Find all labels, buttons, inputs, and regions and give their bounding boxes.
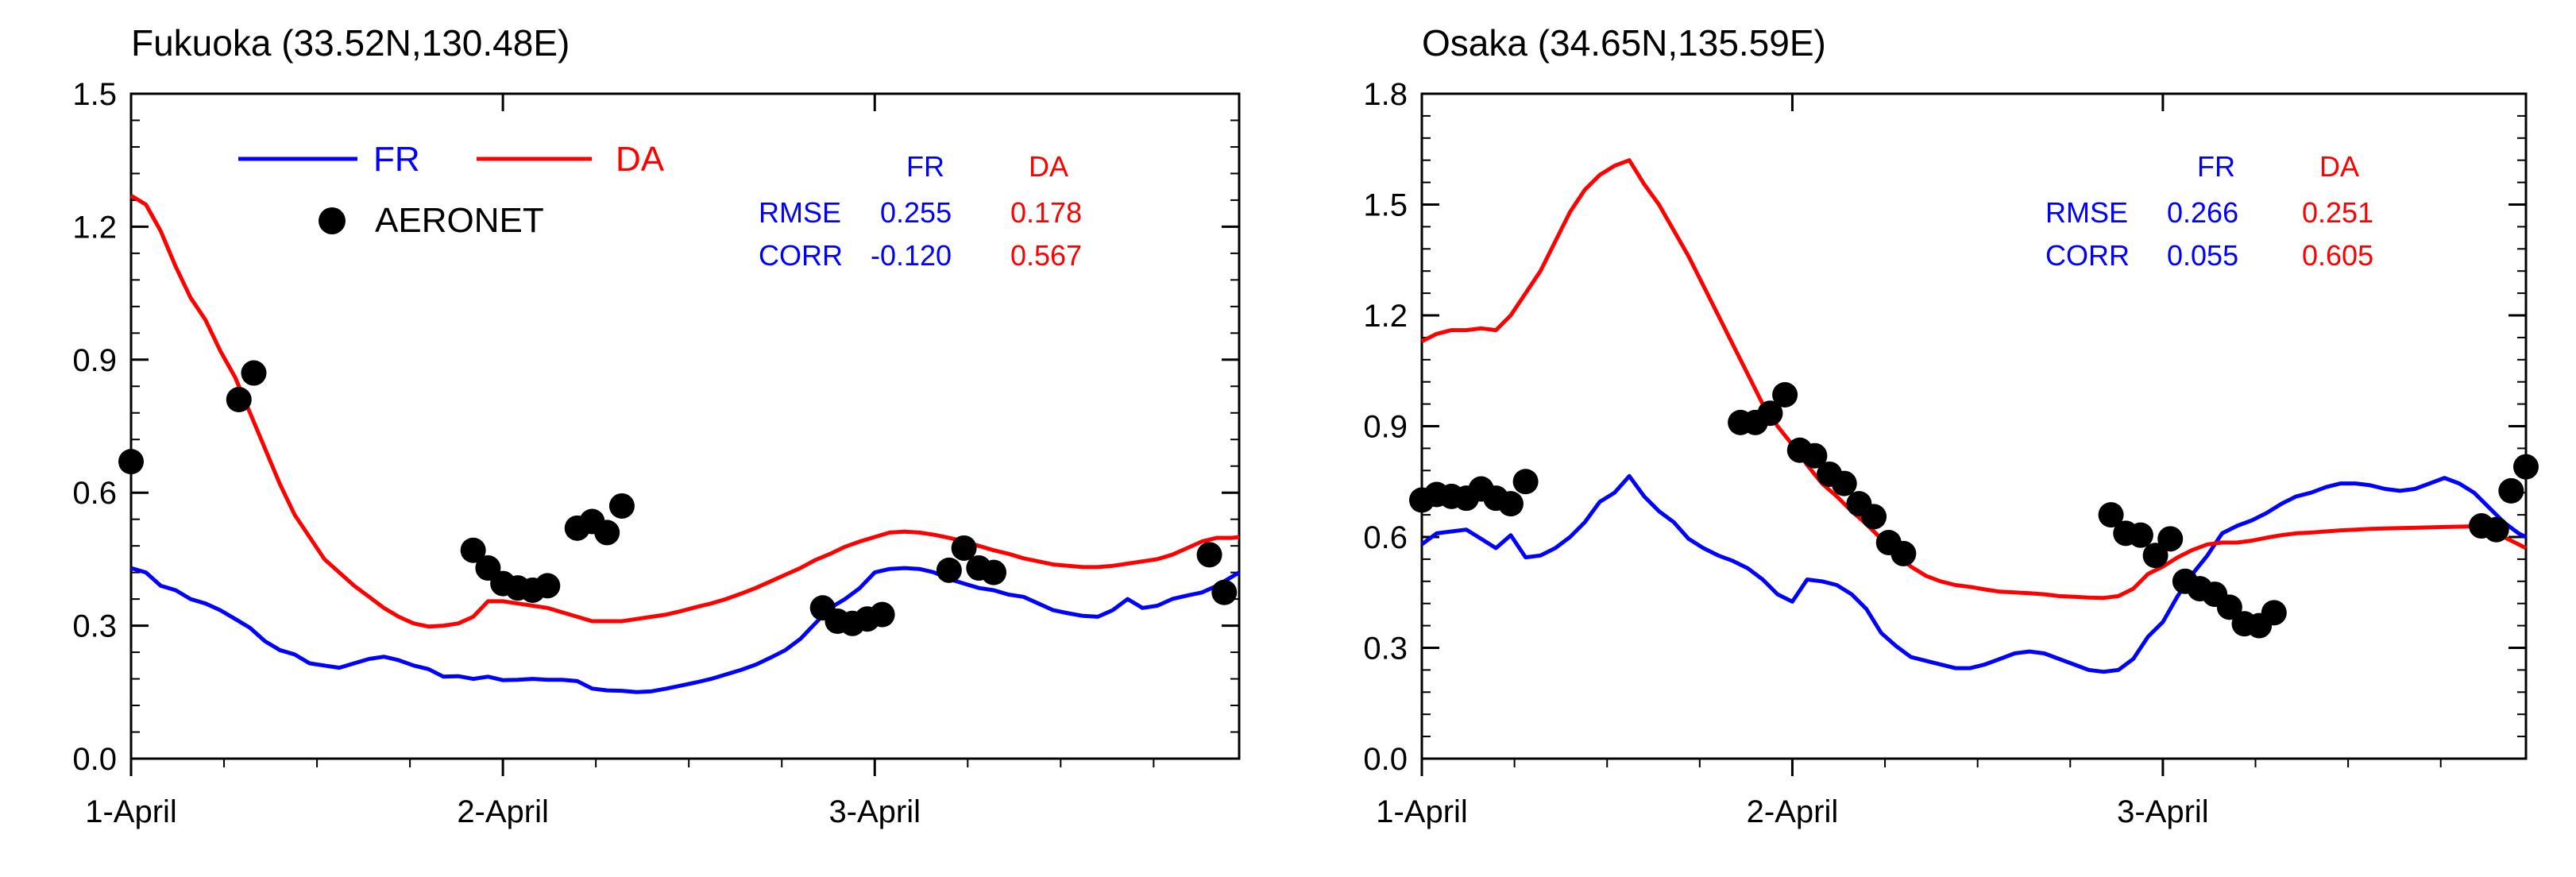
stats-corr-fr: -0.120 (871, 239, 952, 272)
y-tick-label: 0.6 (72, 476, 117, 511)
fukuoka-stats-table: FR DA RMSE 0.255 0.178 CORR -0.120 0.567 (759, 150, 1082, 272)
fukuoka-aeronet-point (460, 537, 486, 563)
stats-rmse-label: RMSE (2045, 196, 2128, 229)
osaka-aeronet-point (1802, 442, 1828, 469)
stats-col-da: DA (1029, 150, 1068, 183)
y-tick-label: 1.5 (72, 77, 117, 112)
legend-aeronet-marker-swatch (319, 207, 346, 234)
fukuoka-panel-title: Fukuoka (33.52N,130.48E) (131, 22, 570, 64)
stats-rmse-fr: 0.266 (2167, 196, 2238, 229)
fukuoka-aeronet-point (981, 559, 1007, 585)
stats-col-fr: FR (906, 150, 944, 183)
y-tick-label: 1.8 (1363, 77, 1408, 112)
legend-fr-label: FR (373, 140, 420, 179)
x-tick-label: 2-April (1747, 794, 1839, 829)
osaka-aeronet-point (2127, 522, 2153, 548)
osaka-fr-series-line (1420, 473, 2528, 674)
fukuoka-aeronet-point (118, 449, 144, 475)
fukuoka-legend: FR DA AERONET (238, 140, 665, 240)
x-tick-label: 3-April (828, 794, 921, 829)
osaka-aeronet-point (1831, 470, 1857, 496)
osaka-aeronet-point (2483, 516, 2509, 543)
y-tick-label: 0.3 (72, 609, 117, 644)
y-tick-label: 1.2 (1363, 299, 1408, 334)
x-tick-label: 2-April (457, 794, 549, 829)
y-tick-label: 1.5 (1363, 188, 1408, 223)
osaka-aeronet-point (2216, 594, 2242, 620)
osaka-aeronet-point (1861, 504, 1887, 530)
legend-da-label: DA (616, 140, 665, 179)
stats-col-da: DA (2319, 150, 2359, 183)
legend-aeronet-label: AERONET (375, 201, 544, 240)
osaka-aeronet-point (2098, 502, 2124, 528)
y-tick-label: 0.9 (72, 343, 117, 378)
osaka-aeronet-point (1890, 540, 1917, 566)
x-tick-label: 1-April (85, 794, 177, 829)
y-tick-label: 0.3 (1363, 632, 1408, 666)
stats-rmse-label: RMSE (759, 196, 841, 229)
y-tick-label: 0.0 (72, 742, 117, 777)
stats-rmse-da: 0.251 (2302, 196, 2373, 229)
stats-corr-label: CORR (2045, 239, 2130, 272)
stats-rmse-da: 0.178 (1010, 196, 1082, 229)
fukuoka-aeronet-point (1196, 542, 1222, 568)
osaka-aeronet-point (2261, 600, 2287, 626)
osaka-stats-table: FR DA RMSE 0.266 0.251 CORR 0.055 0.605 (2045, 150, 2373, 272)
osaka-aeronet-point (2513, 454, 2539, 480)
stats-corr-da: 0.567 (1010, 239, 1082, 272)
fukuoka-aeronet-point (869, 601, 895, 628)
fukuoka-aeronet-point (535, 573, 561, 599)
osaka-da-series-line (1420, 158, 2528, 601)
fukuoka-aeronet-point (1211, 579, 1238, 605)
y-tick-label: 0.6 (1363, 520, 1408, 555)
fukuoka-aeronet-point (241, 360, 267, 386)
osaka-aeronet-point (2142, 543, 2169, 569)
fukuoka-da-series-line (129, 194, 1240, 629)
fukuoka-aeronet-point (608, 493, 635, 519)
stats-corr-fr: 0.055 (2167, 239, 2238, 272)
y-tick-label: 1.2 (72, 210, 117, 245)
stats-corr-label: CORR (759, 239, 843, 272)
y-tick-label: 0.0 (1363, 742, 1408, 777)
fukuoka-aeronet-point (226, 387, 252, 413)
y-tick-label: 0.9 (1363, 410, 1408, 445)
fukuoka-fr-series-line (130, 566, 1241, 694)
osaka-aeronet-point (2498, 477, 2524, 504)
x-tick-label: 3-April (2117, 794, 2209, 829)
stats-col-fr: FR (2197, 150, 2235, 183)
osaka-panel-title: Osaka (34.65N,135.59E) (1422, 22, 1826, 64)
osaka-aeronet-point (2157, 526, 2184, 552)
fukuoka-plot-frame (129, 92, 1241, 760)
osaka-aeronet-point (1772, 381, 1798, 408)
osaka-aeronet-point (1757, 400, 1783, 427)
fukuoka-aeronet-point (936, 557, 962, 583)
x-tick-label: 1-April (1376, 794, 1468, 829)
fukuoka-aeronet-point (951, 535, 977, 561)
osaka-aeronet-point (1497, 491, 1524, 517)
fukuoka-aeronet-point (594, 520, 620, 546)
stats-rmse-fr: 0.255 (880, 196, 952, 229)
osaka-panel: Osaka (34.65N,135.59E) 0.0 0.3 0.6 0.9 1.2 1.… (1363, 22, 2539, 829)
fukuoka-panel: Fukuoka (33.52N,130.48E) 0.0 0.3 0.6 0.9 1.2… (72, 22, 1241, 829)
osaka-aeronet-point (1512, 469, 1539, 495)
stats-corr-da: 0.605 (2302, 239, 2373, 272)
